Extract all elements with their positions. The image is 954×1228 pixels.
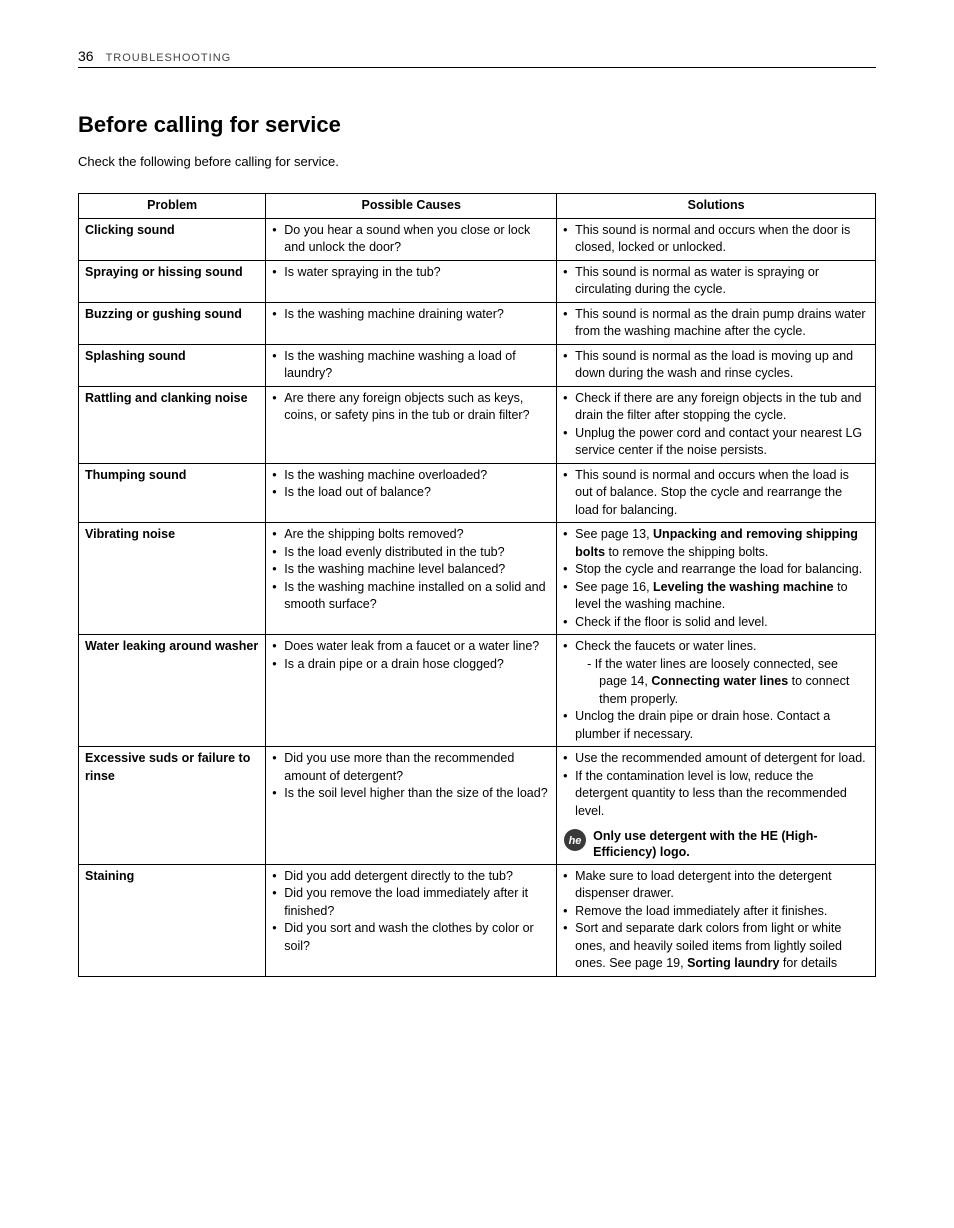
troubleshooting-table: Problem Possible Causes Solutions Clicki… (78, 193, 876, 977)
solution-item: Make sure to load detergent into the det… (563, 868, 869, 903)
solutions-cell: Use the recommended amount of detergent … (557, 747, 876, 865)
cause-item: Does water leak from a faucet or a water… (272, 638, 550, 656)
table-row: Vibrating noiseAre the shipping bolts re… (79, 523, 876, 635)
solution-item: See page 16, Leveling the washing machin… (563, 579, 869, 614)
intro-text: Check the following before calling for s… (78, 154, 876, 169)
solution-item: Use the recommended amount of detergent … (563, 750, 869, 768)
table-row: Splashing soundIs the washing machine wa… (79, 344, 876, 386)
causes-cell: Do you hear a sound when you close or lo… (266, 218, 557, 260)
table-row: Spraying or hissing sound Is water sprayi… (79, 260, 876, 302)
solution-item: Unplug the power cord and contact your n… (563, 425, 869, 460)
cause-item: Is the soil level higher than the size o… (272, 785, 550, 803)
problem-cell: Clicking sound (79, 218, 266, 260)
cause-item: Is a drain pipe or a drain hose clogged? (272, 656, 550, 674)
causes-cell: Is the washing machine washing a load of… (266, 344, 557, 386)
header-solutions: Solutions (557, 194, 876, 219)
cause-item: Is the washing machine draining water? (272, 306, 550, 324)
problem-cell: Excessive suds or failure to rinse (79, 747, 266, 865)
table-row: Thumping soundIs the washing machine ove… (79, 463, 876, 523)
causes-cell: Is the washing machine overloaded?Is the… (266, 463, 557, 523)
solution-item: Check if there are any foreign objects i… (563, 390, 869, 425)
header-problem: Problem (79, 194, 266, 219)
cause-item: Is water spraying in the tub? (272, 264, 550, 282)
table-row: Staining Did you add detergent directly t… (79, 864, 876, 976)
cause-item: Is the washing machine level balanced? (272, 561, 550, 579)
cause-item: Did you sort and wash the clothes by col… (272, 920, 550, 955)
problem-cell: Splashing sound (79, 344, 266, 386)
solution-item: Unclog the drain pipe or drain hose. Con… (563, 708, 869, 743)
solution-item: Stop the cycle and rearrange the load fo… (563, 561, 869, 579)
causes-cell: Are there any foreign objects such as ke… (266, 386, 557, 463)
solution-item: This sound is normal and occurs when the… (563, 222, 869, 257)
solutions-cell: Make sure to load detergent into the det… (557, 864, 876, 976)
solution-item: Remove the load immediately after it fin… (563, 903, 869, 921)
problem-cell: Staining (79, 864, 266, 976)
header-causes: Possible Causes (266, 194, 557, 219)
causes-cell: Are the shipping bolts removed?Is the lo… (266, 523, 557, 635)
problem-cell: Vibrating noise (79, 523, 266, 635)
cause-item: Is the load out of balance? (272, 484, 550, 502)
solution-item: This sound is normal as the drain pump d… (563, 306, 869, 341)
table-row: Rattling and clanking noiseAre there any… (79, 386, 876, 463)
cause-item: Is the washing machine installed on a so… (272, 579, 550, 614)
causes-cell: Is water spraying in the tub? (266, 260, 557, 302)
problem-cell: Water leaking around washer (79, 635, 266, 747)
solution-item: This sound is normal as water is sprayin… (563, 264, 869, 299)
section-label: TROUBLESHOOTING (106, 52, 232, 64)
solutions-cell: This sound is normal and occurs when the… (557, 218, 876, 260)
cause-item: Is the load evenly distributed in the tu… (272, 544, 550, 562)
solutions-cell: This sound is normal as the drain pump d… (557, 302, 876, 344)
solutions-cell: See page 13, Unpacking and removing ship… (557, 523, 876, 635)
solutions-cell: Check if there are any foreign objects i… (557, 386, 876, 463)
table-row: Clicking soundDo you hear a sound when y… (79, 218, 876, 260)
solutions-cell: This sound is normal as water is sprayin… (557, 260, 876, 302)
solution-item: This sound is normal and occurs when the… (563, 467, 869, 520)
problem-cell: Buzzing or gushing sound (79, 302, 266, 344)
cause-item: Did you use more than the recommended am… (272, 750, 550, 785)
cause-item: Did you remove the load immediately afte… (272, 885, 550, 920)
causes-cell: Does water leak from a faucet or a water… (266, 635, 557, 747)
cause-item: Are there any foreign objects such as ke… (272, 390, 550, 425)
cause-item: Do you hear a sound when you close or lo… (272, 222, 550, 257)
problem-cell: Thumping sound (79, 463, 266, 523)
cause-item: Are the shipping bolts removed? (272, 526, 550, 544)
problem-cell: Spraying or hissing sound (79, 260, 266, 302)
solution-item: Check the faucets or water lines.- If th… (563, 638, 869, 708)
table-row: Water leaking around washer Does water le… (79, 635, 876, 747)
solutions-cell: This sound is normal as the load is movi… (557, 344, 876, 386)
page-header: 36 TROUBLESHOOTING (78, 48, 876, 68)
cause-item: Did you add detergent directly to the tu… (272, 868, 550, 886)
causes-cell: Is the washing machine draining water? (266, 302, 557, 344)
page-title: Before calling for service (78, 112, 876, 138)
solution-item: This sound is normal as the load is movi… (563, 348, 869, 383)
he-note-text: Only use detergent with the HE (High-Eff… (593, 828, 869, 861)
solution-item: See page 13, Unpacking and removing ship… (563, 526, 869, 561)
table-header-row: Problem Possible Causes Solutions (79, 194, 876, 219)
causes-cell: Did you add detergent directly to the tu… (266, 864, 557, 976)
solutions-cell: This sound is normal and occurs when the… (557, 463, 876, 523)
solutions-cell: Check the faucets or water lines.- If th… (557, 635, 876, 747)
causes-cell: Did you use more than the recommended am… (266, 747, 557, 865)
he-icon: he (563, 828, 587, 852)
solution-item: Sort and separate dark colors from light… (563, 920, 869, 973)
cause-item: Is the washing machine overloaded? (272, 467, 550, 485)
he-note: he Only use detergent with the HE (High-E… (563, 828, 869, 861)
solution-item: If the contamination level is low, reduc… (563, 768, 869, 821)
problem-cell: Rattling and clanking noise (79, 386, 266, 463)
table-row: Excessive suds or failure to rinseDid yo… (79, 747, 876, 865)
solution-item: Check if the floor is solid and level. (563, 614, 869, 632)
table-row: Buzzing or gushing sound Is the washing m… (79, 302, 876, 344)
page-number: 36 (78, 48, 94, 64)
svg-text:he: he (569, 835, 582, 847)
cause-item: Is the washing machine washing a load of… (272, 348, 550, 383)
